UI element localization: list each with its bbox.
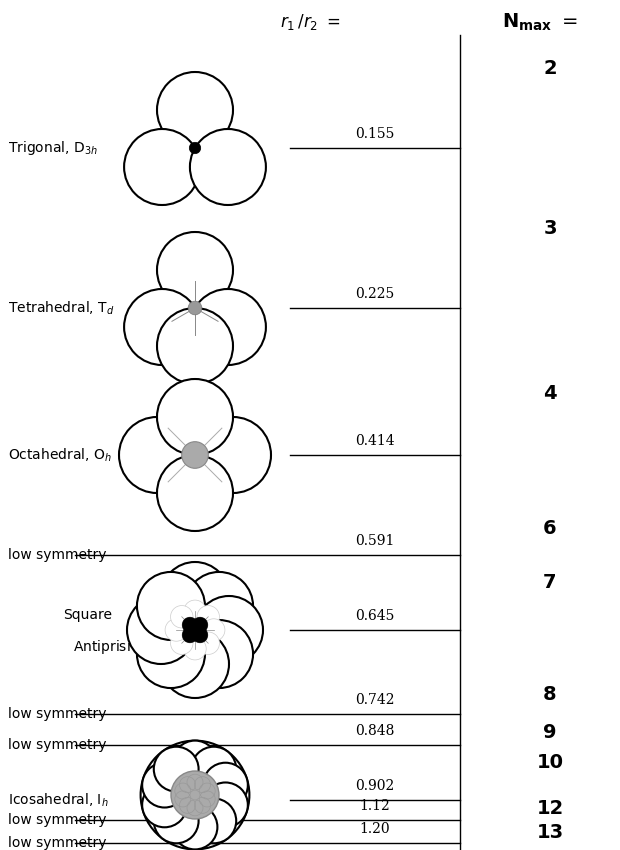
Circle shape (124, 289, 200, 365)
Text: low symmetry: low symmetry (8, 738, 107, 752)
Circle shape (157, 232, 233, 308)
Circle shape (203, 783, 248, 827)
Circle shape (157, 72, 233, 148)
Text: 7: 7 (543, 574, 557, 592)
Circle shape (184, 638, 206, 660)
Text: 9: 9 (543, 722, 557, 741)
Text: 3: 3 (543, 218, 557, 237)
Circle shape (195, 417, 271, 493)
Circle shape (189, 142, 201, 154)
Circle shape (182, 617, 198, 632)
Text: 0.591: 0.591 (355, 534, 395, 548)
Text: 0.902: 0.902 (355, 779, 394, 793)
Text: 8: 8 (543, 685, 557, 705)
Circle shape (187, 622, 203, 638)
Circle shape (182, 627, 198, 643)
Text: 0.742: 0.742 (355, 693, 395, 707)
Circle shape (192, 627, 208, 643)
Circle shape (185, 572, 253, 640)
Circle shape (192, 746, 236, 791)
Circle shape (195, 596, 263, 664)
Circle shape (190, 289, 266, 365)
Circle shape (192, 617, 208, 632)
Circle shape (142, 783, 187, 827)
Circle shape (172, 805, 218, 849)
Circle shape (197, 632, 219, 654)
Circle shape (182, 442, 208, 468)
Text: Tetrahedral, T$_d$: Tetrahedral, T$_d$ (8, 299, 115, 317)
Circle shape (137, 620, 205, 688)
Text: 1.12: 1.12 (360, 799, 391, 813)
Text: low symmetry: low symmetry (8, 707, 107, 721)
Circle shape (119, 417, 195, 493)
Text: 0.155: 0.155 (355, 127, 395, 141)
Circle shape (142, 762, 187, 808)
Circle shape (197, 605, 219, 628)
Text: 4: 4 (543, 383, 557, 403)
Text: 13: 13 (536, 824, 564, 842)
Circle shape (203, 762, 248, 808)
Circle shape (124, 129, 200, 205)
Circle shape (161, 562, 229, 630)
Text: $r_1\,/r_2\ =$: $r_1\,/r_2\ =$ (280, 12, 340, 32)
Circle shape (137, 572, 205, 640)
Circle shape (165, 619, 187, 641)
Circle shape (171, 771, 219, 819)
Circle shape (170, 605, 193, 628)
Text: Icosahedral, I$_h$: Icosahedral, I$_h$ (8, 791, 108, 808)
Text: low symmetry: low symmetry (8, 836, 107, 850)
Text: 0.645: 0.645 (355, 609, 395, 623)
Circle shape (157, 308, 233, 384)
Text: 12: 12 (536, 798, 564, 818)
Circle shape (157, 379, 233, 455)
Text: Octahedral, O$_h$: Octahedral, O$_h$ (8, 446, 112, 464)
Circle shape (127, 596, 195, 664)
Circle shape (172, 740, 218, 785)
Text: 1.20: 1.20 (360, 822, 391, 836)
Text: low symmetry: low symmetry (8, 548, 107, 562)
Text: low symmetry: low symmetry (8, 813, 107, 827)
Text: $\mathbf{N_{max}}\ =$: $\mathbf{N_{max}}\ =$ (502, 11, 578, 32)
Circle shape (184, 600, 206, 622)
Text: Antiprism, D$_{4d}$: Antiprism, D$_{4d}$ (73, 638, 174, 656)
Circle shape (188, 301, 202, 314)
Circle shape (203, 619, 225, 641)
Circle shape (190, 129, 266, 205)
Text: Trigonal, D$_{3h}$: Trigonal, D$_{3h}$ (8, 139, 98, 157)
Text: 0.414: 0.414 (355, 434, 395, 448)
Circle shape (185, 620, 253, 688)
Circle shape (192, 798, 236, 843)
Text: 10: 10 (536, 753, 564, 773)
Text: 2: 2 (543, 59, 557, 77)
Text: Square: Square (63, 608, 112, 622)
Circle shape (154, 746, 198, 791)
Circle shape (157, 455, 233, 531)
Text: 0.225: 0.225 (355, 287, 394, 301)
Text: 0.848: 0.848 (355, 724, 395, 738)
Text: 6: 6 (543, 518, 557, 537)
Circle shape (161, 630, 229, 698)
Circle shape (154, 798, 198, 843)
Circle shape (170, 632, 193, 654)
